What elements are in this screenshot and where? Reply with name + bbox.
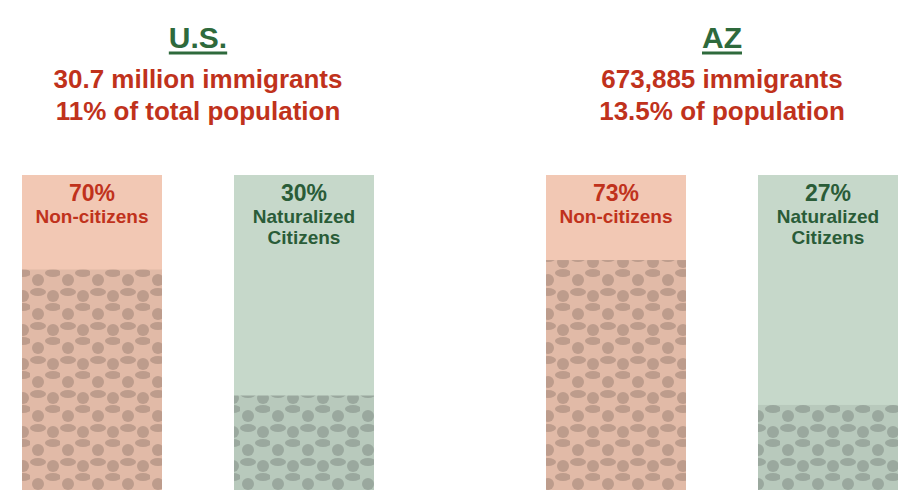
value-label: 73%	[593, 180, 639, 206]
bar	[22, 270, 162, 491]
panel-subtitle: 673,885 immigrants	[601, 64, 842, 94]
panel: U.S. 30.7 million immigrants11% of total …	[22, 21, 374, 490]
panel-subtitle: 13.5% of population	[599, 96, 845, 126]
category-label: Non-citizens	[36, 206, 149, 227]
title-underline	[169, 52, 227, 55]
bar	[234, 396, 374, 491]
category-label: NaturalizedCitizens	[253, 206, 355, 248]
panel-subtitle: 11% of total population	[56, 96, 341, 126]
column-background	[758, 175, 898, 490]
bar	[546, 260, 686, 490]
column-background	[22, 175, 162, 490]
bar-group	[758, 405, 898, 490]
category-label: Non-citizens	[560, 206, 673, 227]
bar-group	[22, 270, 162, 491]
value-label: 27%	[805, 180, 851, 206]
bar-group	[546, 260, 686, 490]
panel-subtitle: 30.7 million immigrants	[54, 64, 343, 94]
column-background	[234, 175, 374, 490]
title-underline	[702, 52, 742, 55]
panel-title: U.S.	[169, 21, 227, 54]
category-label: NaturalizedCitizens	[777, 206, 879, 248]
bar-group	[234, 396, 374, 491]
value-label: 30%	[281, 180, 327, 206]
panel: AZ 673,885 immigrants13.5% of population 7…	[546, 21, 898, 490]
column-background	[546, 175, 686, 490]
bar	[758, 405, 898, 490]
panel-title: AZ	[702, 21, 742, 54]
chart: U.S. 30.7 million immigrants11% of total …	[0, 0, 914, 496]
value-label: 70%	[69, 180, 115, 206]
